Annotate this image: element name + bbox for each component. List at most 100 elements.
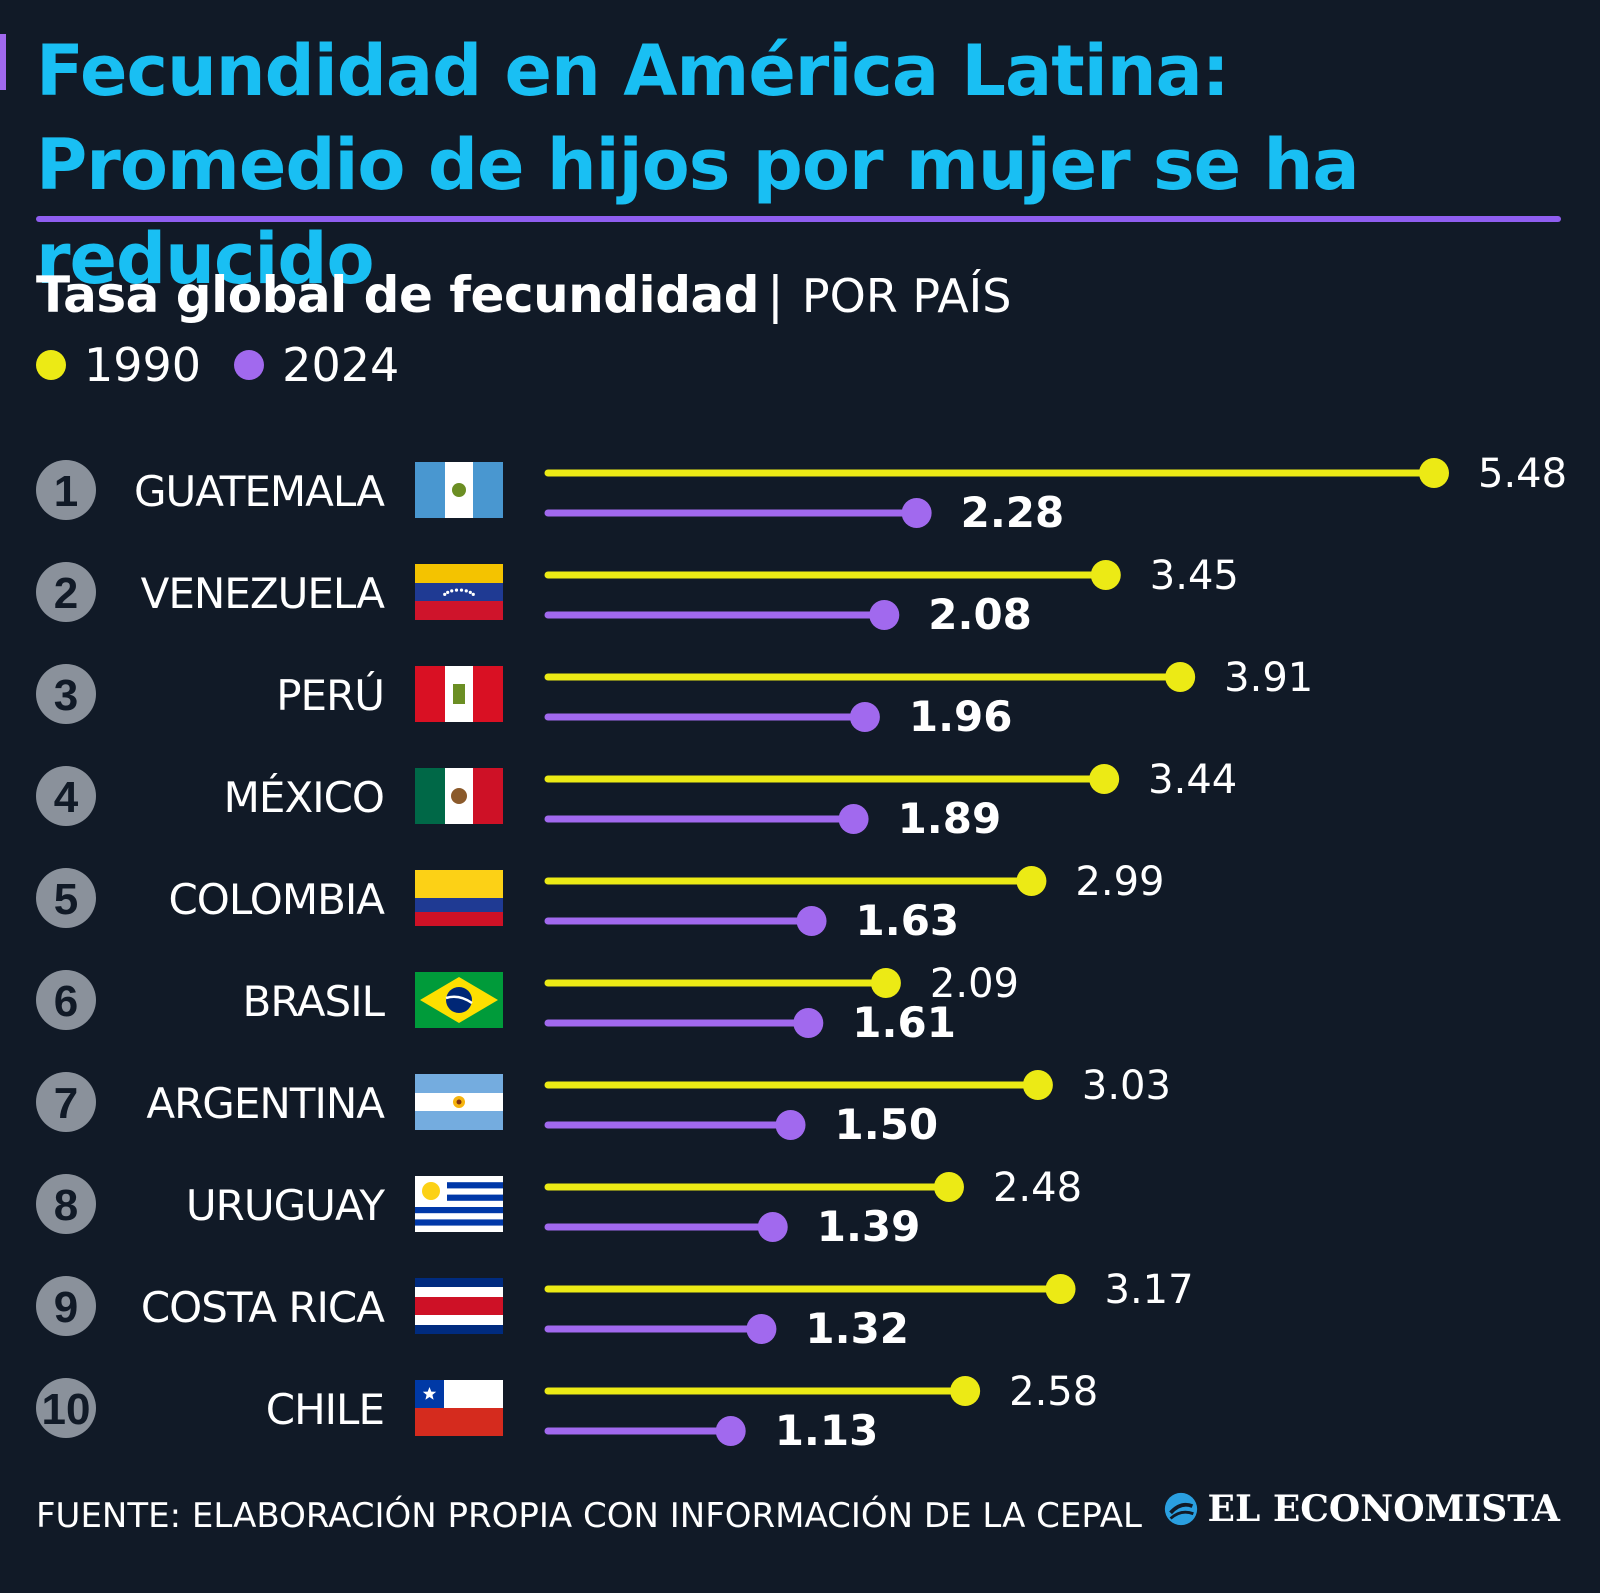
rank-badge [36, 460, 96, 520]
title-divider [36, 216, 1561, 222]
value-label-2024: 2.28 [961, 488, 1065, 537]
flag-emblem [451, 788, 467, 804]
rank-number: 1 [54, 467, 78, 516]
lollipop-dot-2024 [849, 702, 880, 732]
source-note: FUENTE: ELABORACIÓN PROPIA CON INFORMACI… [36, 1496, 1142, 1536]
rank-number: 5 [54, 875, 78, 924]
chart-row-colombia: 5 COLOMBIA 2.99 1.63 [36, 859, 1164, 945]
flag-star [450, 589, 454, 593]
flag-stripe [415, 462, 445, 518]
flag-globe [446, 987, 472, 1013]
flag-stripe [415, 898, 503, 912]
lollipop-dot-2024 [838, 804, 869, 834]
subtitle-tag: POR PAÍS [801, 269, 1012, 323]
flag-stripe [415, 1207, 503, 1214]
value-label-2024: 1.39 [817, 1202, 921, 1251]
legend-label-1990: 1990 [84, 338, 202, 392]
country-label: COSTA RICA [141, 1283, 385, 1332]
flag-stripe [415, 1408, 503, 1436]
value-label-2024: 1.13 [775, 1406, 879, 1455]
rank-number: 9 [54, 1283, 78, 1332]
legend-item-1990: 1990 [36, 338, 201, 392]
rank-badge [36, 1276, 96, 1336]
lollipop-dot-1990 [870, 968, 901, 998]
flag-stripe [415, 1219, 503, 1226]
chart-row-guatemala: 1 GUATEMALA 5.48 2.28 [36, 451, 1567, 537]
flag-stripe [415, 912, 503, 926]
rank-badge [36, 970, 96, 1030]
chart-row-brasil: 6 BRASIL 2.091.61 [36, 961, 1019, 1047]
lollipop-dot-2024 [793, 1008, 824, 1038]
el-economista-logo-icon [1164, 1492, 1197, 1526]
value-label-1990: 2.99 [1075, 859, 1164, 905]
flag-stripe [415, 1315, 503, 1325]
value-label-2024: 1.50 [835, 1100, 939, 1149]
chart-subtitle: Tasa global de fecundidad | POR PAÍS [36, 266, 1011, 324]
flag-stripe [473, 462, 503, 518]
value-label-1990: 3.17 [1105, 1267, 1194, 1313]
flag-stripe [473, 768, 503, 824]
flag-star [459, 588, 464, 592]
flag-stripe [415, 1194, 503, 1201]
rank-badge [36, 1072, 96, 1132]
flag-star [454, 588, 459, 592]
flag-stripe [415, 583, 503, 601]
chart-row-mexico: 4 MÉXICO 3.44 1.89 [36, 757, 1237, 843]
chart-row-costa-rica: 9 COSTA RICA 3.17 1.32 [36, 1267, 1194, 1353]
legend-label-2024: 2024 [282, 338, 400, 392]
rank-badge [36, 868, 96, 928]
value-label-1990: 3.45 [1150, 553, 1239, 599]
brand-name: EL ECONOMISTA [1207, 1488, 1560, 1530]
value-label-1990: 2.48 [993, 1165, 1082, 1211]
country-label: CHILE [266, 1385, 384, 1434]
country-label: PERÚ [276, 670, 384, 720]
brazil-flag-icon [415, 972, 503, 1028]
flag-stripe [415, 1287, 503, 1297]
rank-number: 7 [54, 1079, 78, 1128]
flag-star [422, 1387, 437, 1400]
rank-badge [36, 1378, 96, 1438]
value-label-1990: 3.44 [1148, 757, 1237, 803]
flag-emblem [453, 684, 465, 704]
peru-flag-icon [415, 666, 503, 722]
rank-number: 6 [54, 977, 78, 1026]
flag-stripe [415, 768, 445, 824]
rank-number: 3 [54, 671, 78, 720]
flag-star [468, 590, 472, 594]
lollipop-dot-2024 [901, 498, 932, 528]
lollipop-dot-1990 [950, 1376, 981, 1406]
flag-emblem [452, 483, 466, 497]
chart-row-venezuela: 2 VENEZUELA 3.45 2.08 [36, 553, 1239, 639]
flag-star [464, 589, 468, 593]
argentina-flag-icon [415, 1074, 503, 1130]
flag-stripe [415, 870, 503, 898]
flag-stripe [415, 564, 503, 583]
lollipop-dot-1990 [1016, 866, 1047, 896]
value-label-1990: 2.58 [1009, 1369, 1098, 1415]
country-label: VENEZUELA [141, 569, 386, 618]
page-title: Fecundidad en América Latina: Promedio d… [36, 30, 1360, 300]
flag-stripe [415, 1325, 503, 1334]
venezuela-flag-icon [415, 564, 503, 620]
value-label-2024: 1.63 [856, 896, 960, 945]
chart-row-chile: 10 CHILE 2.58 1.13 [36, 1369, 1098, 1455]
rank-number: 8 [54, 1181, 78, 1230]
lollipop-dot-2024 [869, 600, 900, 630]
lollipop-dot-1990 [1045, 1274, 1076, 1304]
value-label-1990: 3.91 [1224, 655, 1313, 701]
rank-badge [36, 766, 96, 826]
chile-flag-icon [415, 1380, 503, 1436]
colombia-flag-icon [415, 870, 503, 926]
flag-stripe [415, 601, 503, 620]
value-label-2024: 2.08 [928, 590, 1032, 639]
lollipop-dot-1990 [1022, 1070, 1053, 1100]
subtitle-separator: | [767, 266, 784, 324]
legend-dot-1990 [36, 350, 66, 380]
title-accent-bar [0, 34, 6, 90]
chart-row-argentina: 7 ARGENTINA 3.03 1.50 [36, 1063, 1171, 1149]
flag-star [446, 590, 450, 594]
guatemala-flag-icon [415, 462, 503, 518]
rank-badge [36, 1174, 96, 1234]
legend-item-2024: 2024 [234, 338, 399, 392]
country-label: COLOMBIA [168, 875, 385, 924]
